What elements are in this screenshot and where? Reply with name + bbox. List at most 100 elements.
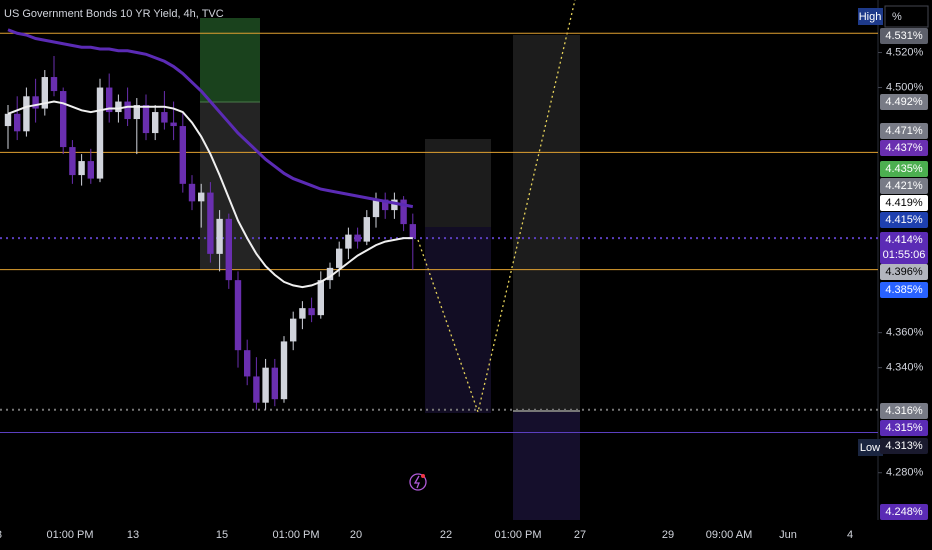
price-tag-label: 4.385% — [885, 284, 923, 296]
price-tag — [880, 178, 928, 194]
price-tag-label: 4.414% — [885, 234, 923, 246]
candle-body — [207, 192, 214, 254]
candle-body — [69, 147, 76, 176]
target-zone — [200, 18, 260, 102]
projection-box — [513, 411, 580, 520]
candle-body — [225, 218, 232, 281]
y-tick-label: 4.280% — [886, 467, 924, 479]
alert-dot — [421, 474, 425, 478]
price-tag-label: 4.248% — [885, 506, 923, 518]
candle-body — [336, 248, 343, 268]
price-tag-label: 4.531% — [885, 30, 923, 42]
price-tag-label: 4.315% — [885, 422, 923, 434]
x-tick-label: 8 — [0, 529, 2, 541]
price-tag-label: 4.421% — [885, 180, 923, 192]
chart-title: US Government Bonds 10 YR Yield, 4h, TVC — [4, 8, 224, 20]
y-tick-label: 4.340% — [886, 362, 924, 374]
moving-average — [7, 28, 414, 209]
candle-body — [372, 199, 380, 218]
candle-body — [60, 91, 67, 148]
y-tick-label: 4.500% — [886, 81, 924, 93]
y-tick-label: 4.520% — [886, 46, 924, 58]
y-tick-label: 4.360% — [886, 327, 924, 339]
low-label: Low — [860, 442, 880, 454]
candle-body — [78, 161, 85, 176]
candle-body — [271, 367, 278, 400]
x-tick-label: 27 — [574, 529, 586, 541]
x-tick-label: 22 — [440, 529, 452, 541]
alert-icon — [409, 473, 427, 491]
candle-body — [244, 350, 251, 377]
candle-body — [198, 192, 205, 202]
x-tick-label: 01:00 PM — [46, 529, 93, 541]
price-tag — [880, 282, 928, 298]
candle-body — [14, 113, 21, 132]
candle-body — [262, 367, 269, 403]
high-box — [858, 8, 883, 25]
x-tick-label: 29 — [662, 529, 674, 541]
price-tag-label: 4.419% — [885, 197, 923, 209]
moving-average — [7, 100, 413, 289]
candle-body — [41, 77, 48, 109]
candle-body — [50, 77, 58, 92]
x-tick-label: 01:00 PM — [272, 529, 319, 541]
candle-body — [308, 308, 315, 316]
x-tick-label: Jun — [779, 529, 797, 541]
projection-box — [513, 35, 580, 411]
candle-body — [363, 217, 370, 242]
x-tick-label: 09:00 AM — [706, 529, 752, 541]
candle-body — [87, 161, 94, 179]
price-tag — [880, 232, 928, 264]
candle-body — [290, 318, 297, 342]
price-tag-label: 4.435% — [885, 163, 923, 175]
unit-label: % — [892, 11, 902, 23]
price-tag-label: 4.492% — [885, 96, 923, 108]
candle-body — [280, 341, 288, 400]
price-tag — [880, 420, 928, 436]
candle-body — [179, 126, 186, 184]
x-tick-label: 01:00 PM — [494, 529, 541, 541]
price-tag — [880, 94, 928, 110]
candle-body — [96, 87, 104, 179]
candle-body — [326, 267, 334, 281]
candle-body — [133, 105, 140, 120]
candle-body — [106, 87, 113, 113]
candle-body — [382, 199, 389, 211]
alert-icon — [413, 475, 420, 489]
high-label: High — [859, 11, 882, 23]
x-tick-label: 13 — [127, 529, 139, 541]
price-tag-label: 4.396% — [885, 266, 923, 278]
price-tag-label: 4.313% — [885, 440, 923, 452]
price-tag — [880, 212, 928, 228]
candle-body — [354, 234, 361, 242]
x-tick-label: 15 — [216, 529, 228, 541]
candle-body — [23, 96, 30, 132]
projection-box — [425, 139, 491, 227]
candle-body — [345, 234, 352, 249]
candle-body — [142, 105, 150, 134]
candle-body — [253, 376, 260, 403]
x-tick-label: 20 — [350, 529, 362, 541]
unit-box[interactable] — [884, 5, 929, 28]
x-tick-label: 4 — [847, 529, 853, 541]
price-tag-label: 4.316% — [885, 405, 923, 417]
price-tag — [880, 264, 928, 280]
candle-body — [170, 122, 177, 127]
candle-body — [409, 224, 416, 239]
price-tag — [880, 140, 928, 156]
projection-box — [425, 227, 491, 413]
price-tag-label: 4.437% — [885, 142, 923, 154]
low-box — [858, 439, 883, 456]
candle-body — [124, 101, 131, 120]
price-tag-label: 4.415% — [885, 214, 923, 226]
price-tag — [880, 123, 928, 139]
candle-body — [188, 183, 196, 202]
projection-path — [417, 0, 576, 415]
candle-body — [391, 199, 398, 211]
price-tag — [880, 403, 928, 419]
candle-body — [32, 96, 39, 109]
candle-body — [317, 280, 324, 316]
price-tag — [880, 504, 928, 520]
price-tag — [880, 28, 928, 44]
